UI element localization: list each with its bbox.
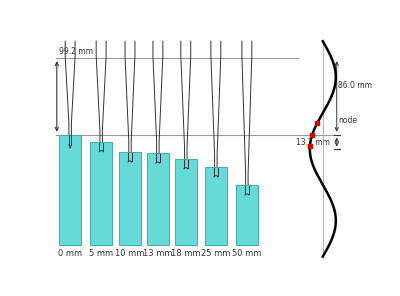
Text: 99.2 mm: 99.2 mm bbox=[59, 47, 93, 56]
Bar bbox=[119, 152, 141, 245]
Text: node: node bbox=[338, 117, 357, 126]
Bar bbox=[90, 141, 112, 245]
Text: 13 mm: 13 mm bbox=[143, 249, 173, 258]
Bar bbox=[236, 185, 258, 245]
Text: 25 mm: 25 mm bbox=[201, 249, 230, 258]
Text: 0 mm: 0 mm bbox=[58, 249, 82, 258]
Text: 18 mm: 18 mm bbox=[171, 249, 200, 258]
Text: 10 mm: 10 mm bbox=[115, 249, 145, 258]
Bar bbox=[205, 167, 227, 245]
Text: 13.2 mm: 13.2 mm bbox=[296, 138, 330, 147]
Text: 5 mm: 5 mm bbox=[89, 249, 113, 258]
Text: 50 mm: 50 mm bbox=[232, 249, 262, 258]
Bar bbox=[147, 153, 169, 245]
Bar bbox=[59, 135, 81, 245]
Text: 86.0 mm: 86.0 mm bbox=[338, 81, 372, 90]
Bar bbox=[175, 159, 197, 245]
